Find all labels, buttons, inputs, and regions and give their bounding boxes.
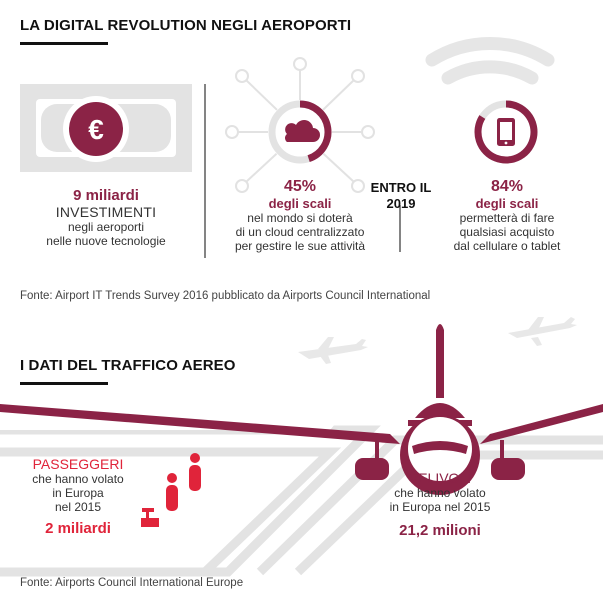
svg-text:€: € (88, 114, 104, 145)
stat-label: INVESTIMENTI (55, 204, 157, 220)
smartphone-wifi-icon (474, 100, 538, 164)
plane-icon (298, 337, 368, 364)
wifi-arcs-icon (425, 36, 555, 85)
passengers-desc-line: in Europa (52, 486, 104, 500)
stat-desc-line: negli aeroporti (67, 220, 145, 234)
section-title: I DATI DEL TRAFFICO AEREO (20, 357, 236, 374)
aircraft-value: 21,2 milioni (399, 522, 481, 539)
progress-ring-45 (299, 100, 332, 162)
stat-when: ENTRO IL 2019 (362, 180, 440, 212)
passengers-desc-line: che hanno volato (32, 472, 124, 486)
stat-desc-line: nel mondo si doterà (247, 211, 353, 225)
passengers-label: PASSEGGERI (32, 456, 124, 472)
when-line: ENTRO IL (370, 180, 432, 195)
title-underline (20, 42, 108, 45)
stat-cloud: 45% degli scali nel mondo si doterà di u… (215, 178, 385, 253)
aircraft-label: VELIVOLI (408, 470, 472, 486)
stat-mobile: 84% degli scali permetterà di fare quals… (422, 178, 592, 253)
passengers-stat: PASSEGGERI che hanno volato in Europa ne… (18, 456, 138, 537)
stat-value: 45% (283, 178, 317, 195)
when-line: 2019 (386, 196, 416, 211)
euro-banknote-icon: € (20, 84, 192, 172)
stat-value: 84% (490, 178, 524, 195)
passengers-icon (141, 453, 201, 527)
stat-value: 9 miliardi (73, 187, 139, 204)
aircraft-desc-line: che hanno volato (394, 486, 486, 500)
passengers-desc-line: nel 2015 (54, 500, 102, 514)
stat-desc-line: qualsiasi acquisto (459, 225, 555, 239)
progress-ring-84 (474, 100, 538, 164)
stat-sub: degli scali (268, 196, 332, 211)
cloud-network-icon (225, 57, 375, 193)
stat-sub: degli scali (475, 196, 539, 211)
stat-desc-line: di un cloud centralizzato (235, 225, 365, 239)
passengers-value: 2 miliardi (45, 520, 111, 537)
source-note: Fonte: Airport IT Trends Survey 2016 pub… (20, 290, 431, 302)
aircraft-desc-line: in Europa nel 2015 (389, 500, 491, 514)
stat-desc-line: dal cellulare o tablet (453, 239, 561, 253)
stat-investments: 9 miliardi INVESTIMENTI negli aeroporti … (10, 187, 202, 248)
stat-desc-line: nelle nuove tecnologie (46, 234, 166, 248)
source-note: Fonte: Airports Council International Eu… (20, 577, 244, 589)
plane-icon (508, 317, 577, 346)
stat-desc-line: permetterà di fare (459, 211, 555, 225)
section-title: LA DIGITAL REVOLUTION NEGLI AEROPORTI (20, 17, 352, 34)
title-underline (20, 382, 108, 385)
aircraft-stat: VELIVOLI che hanno volato in Europa nel … (380, 470, 500, 539)
stat-desc-line: per gestire le sue attività (234, 239, 366, 253)
airplane-front-icon (0, 324, 603, 495)
